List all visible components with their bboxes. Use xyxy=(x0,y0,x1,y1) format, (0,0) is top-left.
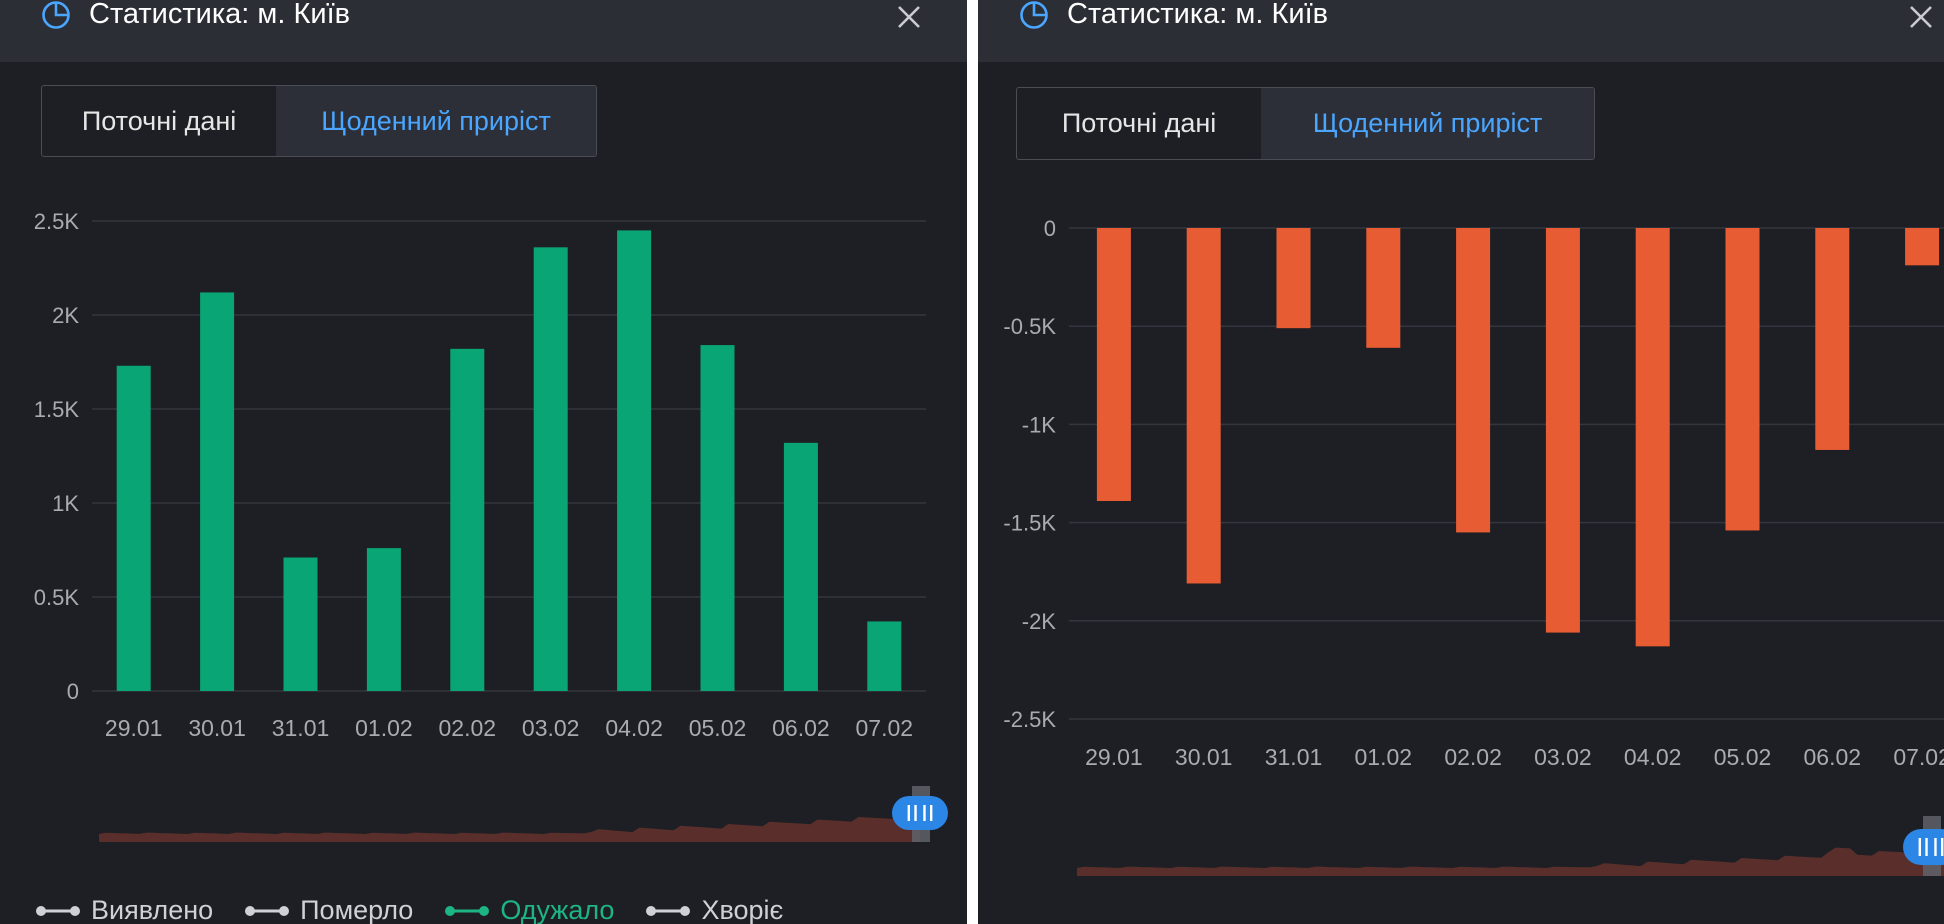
bar xyxy=(1905,228,1940,266)
x-tick-label: 07.02 xyxy=(1893,744,1944,770)
navigator-series-area xyxy=(1077,847,1944,876)
x-tick-label: 03.02 xyxy=(522,715,580,741)
navigator-handle-body[interactable] xyxy=(1903,829,1944,865)
navigator-handle[interactable] xyxy=(1903,829,1944,865)
y-tick-label: -2.5K xyxy=(1003,707,1056,732)
bar xyxy=(783,442,818,691)
y-tick-label: -1.5K xyxy=(1003,511,1056,536)
pie-chart-icon xyxy=(42,1,70,29)
panel-title: Статистика: м. Київ xyxy=(1067,0,1329,30)
bar xyxy=(617,230,652,691)
view-tabs: Поточні дані Щоденний приріст xyxy=(1016,87,1595,160)
legend-label: Одужало xyxy=(500,895,615,924)
recovered-bar-chart: 0 0.5K 1K 1.5K 2K 2.5K 29.01 30.01 31.01 01.02 02.… xyxy=(34,209,948,842)
y-tick-label: 2K xyxy=(52,303,79,328)
y-tick-label: 0.5K xyxy=(34,585,80,610)
bar xyxy=(867,621,902,691)
bar xyxy=(1096,228,1131,501)
bar xyxy=(533,247,568,691)
close-icon[interactable] xyxy=(896,4,922,30)
bar xyxy=(366,548,401,691)
bar xyxy=(1635,228,1670,647)
y-tick-label: 2.5K xyxy=(34,209,80,234)
y-tick-label: 0 xyxy=(67,679,79,704)
bar xyxy=(450,348,485,691)
bar xyxy=(700,345,735,691)
pie-chart-icon xyxy=(1020,1,1048,29)
legend-item-died[interactable]: Померло xyxy=(243,895,413,924)
view-tabs: Поточні дані Щоденний приріст xyxy=(41,85,597,157)
x-tick-label: 04.02 xyxy=(1624,744,1682,770)
tab-current-data[interactable]: Поточні дані xyxy=(1061,108,1217,138)
stats-panel-left: Статистика: м. Київ Поточні дані Щоденни… xyxy=(0,0,967,924)
x-tick-label: 04.02 xyxy=(605,715,663,741)
y-tick-label: -0.5K xyxy=(1003,314,1056,339)
legend-label: Виявлено xyxy=(91,895,214,924)
y-tick-label: -1K xyxy=(1022,412,1057,437)
close-icon[interactable] xyxy=(1908,4,1934,30)
stats-panel-right: Статистика: м. Київ Поточні дані Щоденни… xyxy=(978,0,1944,924)
sick-bar-chart: 0 -0.5K -1K -1.5K -2K -2.5K 29.01 30.01 31.01 01.… xyxy=(1003,216,1944,876)
x-tick-label: 05.02 xyxy=(1714,744,1772,770)
navigator-handle[interactable] xyxy=(892,796,948,830)
chart-legend: Виявлено Померло Одужало Хворіє xyxy=(34,895,783,924)
x-tick-label: 30.01 xyxy=(188,715,246,741)
x-tick-label: 07.02 xyxy=(856,715,914,741)
y-tick-label: 1.5K xyxy=(34,397,80,422)
tab-current-data[interactable]: Поточні дані xyxy=(81,105,237,136)
panel-header: Статистика: м. Київ xyxy=(0,0,967,62)
legend-line-icon xyxy=(445,905,490,916)
bar xyxy=(116,365,151,691)
navigator-handle-body[interactable] xyxy=(892,796,948,830)
y-tick-label: 0 xyxy=(1044,216,1056,241)
x-tick-label: 03.02 xyxy=(1534,744,1592,770)
bar xyxy=(1725,228,1760,531)
legend-label: Померло xyxy=(300,895,414,924)
bar xyxy=(200,292,235,691)
legend-item-recovered[interactable]: Одужало xyxy=(443,895,614,924)
x-tick-label: 02.02 xyxy=(439,715,497,741)
bar xyxy=(1545,228,1580,633)
x-tick-label: 30.01 xyxy=(1175,744,1233,770)
bar xyxy=(283,557,318,691)
x-tick-label: 31.01 xyxy=(1265,744,1323,770)
legend-item-sick[interactable]: Хворіє xyxy=(644,895,783,924)
bar xyxy=(1276,228,1311,329)
legend-line-icon xyxy=(245,905,290,916)
x-tick-label: 31.01 xyxy=(272,715,330,741)
bar xyxy=(1186,228,1221,584)
legend-line-icon xyxy=(646,905,691,916)
x-tick-label: 29.01 xyxy=(1085,744,1143,770)
bar xyxy=(1366,228,1401,348)
x-tick-label: 05.02 xyxy=(689,715,747,741)
tab-daily-growth[interactable]: Щоденний приріст xyxy=(276,86,596,156)
bar xyxy=(1456,228,1491,533)
x-tick-label: 29.01 xyxy=(105,715,163,741)
x-tick-label: 01.02 xyxy=(355,715,413,741)
navigator-series-area xyxy=(99,814,920,842)
x-tick-label: 06.02 xyxy=(772,715,830,741)
panel-header: Статистика: м. Київ xyxy=(978,0,1944,62)
x-tick-label: 01.02 xyxy=(1355,744,1413,770)
x-tick-label: 02.02 xyxy=(1444,744,1502,770)
legend-item-detected[interactable]: Виявлено xyxy=(34,895,213,924)
bar xyxy=(1815,228,1850,450)
legend-line-icon xyxy=(36,905,80,916)
legend-label: Хворіє xyxy=(701,895,784,924)
y-tick-label: 1K xyxy=(52,491,79,516)
panel-title: Статистика: м. Київ xyxy=(89,0,351,30)
tab-daily-growth[interactable]: Щоденний приріст xyxy=(1261,88,1594,159)
x-tick-label: 06.02 xyxy=(1804,744,1862,770)
y-tick-label: -2K xyxy=(1022,609,1057,634)
